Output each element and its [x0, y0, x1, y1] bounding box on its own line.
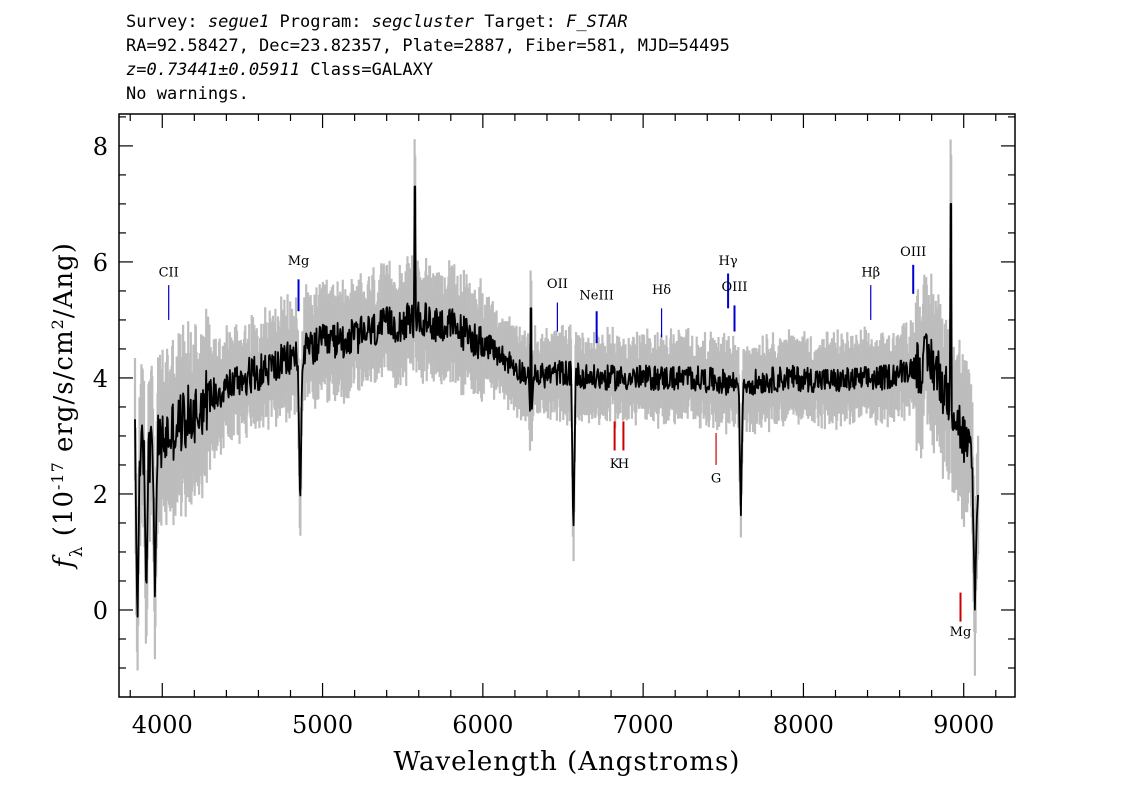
line-marker-label: K	[610, 457, 620, 472]
line-marker-label: Hγ	[719, 254, 738, 269]
target-value: F_STAR	[566, 12, 628, 32]
x-axis-label: Wavelength (Angstroms)	[394, 747, 741, 777]
x-tick-label: 4000	[132, 711, 193, 739]
line-marker-label: G	[711, 471, 721, 486]
survey-label: Survey:	[126, 12, 208, 32]
x-tick-label: 9000	[933, 711, 994, 739]
y-tick-label: 6	[93, 249, 108, 277]
y-tick-label: 2	[93, 481, 108, 509]
redshift-value: z=0.73441±0.05911	[126, 60, 300, 80]
line-marker-label: Hδ	[652, 283, 671, 298]
y-tick-label: 8	[93, 133, 108, 161]
target-label: Target:	[474, 12, 567, 32]
line-marker-label: Mg	[950, 625, 972, 640]
line-marker-label: OIII	[721, 280, 747, 295]
line-marker-label: CII	[159, 265, 179, 280]
header-line-coords: RA=92.58427, Dec=23.82357, Plate=2887, F…	[126, 36, 730, 56]
line-marker-label: OIII	[900, 245, 926, 260]
flux-series	[134, 185, 979, 618]
line-marker-label: Hβ	[861, 265, 880, 280]
plot-frame	[118, 113, 1016, 698]
class-value: Class=GALAXY	[300, 60, 434, 80]
x-axis-ticks: 4000 5000 6000 7000 8000 9000	[129, 114, 997, 739]
line-marker-label: NeIII	[579, 289, 613, 304]
header-line-warnings: No warnings.	[126, 84, 249, 104]
x-tick-label: 7000	[613, 711, 674, 739]
program-label: Program:	[269, 12, 372, 32]
line-marker-label: Mg	[288, 254, 310, 269]
line-marker-label: H	[618, 457, 629, 472]
x-tick-label: 5000	[292, 711, 353, 739]
survey-value: segue1	[207, 12, 270, 32]
spectrum-header: Survey: segue1 Program: segcluster Targe…	[126, 10, 1026, 106]
x-tick-label: 8000	[773, 711, 834, 739]
spectral-line-markers: CII Mg OII NeIII Hδ Hγ OIII Hβ OIII KH G Mg	[159, 245, 972, 640]
y-axis-label: fλ (10-17 erg/s/cm2/Ang)	[48, 242, 88, 570]
header-line-redshift: z=0.73441±0.05911 Class=GALAXY	[126, 58, 1026, 82]
y-axis-ticks: 0 2 4 6 8	[93, 116, 1015, 669]
program-value: segcluster	[371, 12, 475, 32]
header-line-survey: Survey: segue1 Program: segcluster Targe…	[126, 10, 1026, 34]
y-tick-label: 4	[93, 365, 108, 393]
x-tick-label: 6000	[452, 711, 513, 739]
line-marker-label: OII	[547, 277, 568, 292]
y-tick-label: 0	[93, 597, 108, 625]
error-band	[133, 139, 980, 676]
